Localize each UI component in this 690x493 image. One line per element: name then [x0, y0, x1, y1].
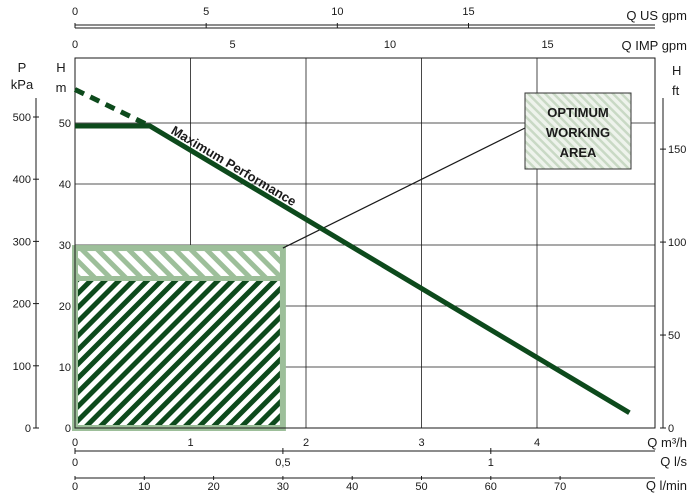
- tick-label-m3h: 4: [534, 437, 540, 449]
- tick-label-kpa: 200: [13, 299, 31, 311]
- tick-label-lmin: 70: [554, 481, 566, 493]
- axis-title-kpa-line-2: kPa: [11, 77, 34, 92]
- tick-label-kpa: 100: [13, 361, 31, 373]
- tick-label-ls: 0: [72, 457, 78, 469]
- tick-label-kpa: 400: [13, 174, 31, 186]
- axis-title-ft-line-2: ft: [672, 83, 680, 98]
- working-area-label-box: OPTIMUM WORKING AREA: [524, 92, 632, 170]
- tick-label-usgpm: 10: [331, 6, 343, 18]
- tick-label-head-m: 30: [59, 240, 71, 252]
- tick-label-lmin: 60: [485, 481, 497, 493]
- axis-title-head-m-line-1: H: [56, 60, 65, 75]
- tick-label-kpa: 0: [25, 423, 31, 435]
- tick-label-ls: 0,5: [275, 457, 290, 469]
- axis-title-usgpm: Q US gpm: [626, 8, 687, 23]
- axis-title-kpa-line-1: P: [18, 60, 27, 75]
- working-area-label-line-3: AREA: [560, 145, 597, 160]
- tick-label-usgpm: 15: [462, 6, 474, 18]
- tick-label-head-m: 50: [59, 118, 71, 130]
- tick-label-lmin: 20: [207, 481, 219, 493]
- tick-label-ft: 100: [668, 237, 686, 249]
- working-area-label-line-1: OPTIMUM: [547, 105, 608, 120]
- axes: [33, 23, 666, 480]
- tick-label-m3h: 3: [418, 437, 424, 449]
- tick-labels: 0 1 2 3 40 0,5 10 10 20 30 40 50 60 700 5 10 150 5 10 15010…: [11, 6, 688, 493]
- tick-label-lmin: 30: [277, 481, 289, 493]
- tick-label-kpa: 500: [13, 112, 31, 124]
- tick-label-m3h: 2: [303, 437, 309, 449]
- tick-label-ls: 1: [488, 457, 494, 469]
- tick-label-ft: 50: [668, 330, 680, 342]
- tick-label-usgpm: 0: [72, 6, 78, 18]
- axis-title-ft-line-1: H: [672, 63, 681, 78]
- axis-title-m3h: Q m³/h: [647, 435, 687, 450]
- tick-label-usgpm: 5: [203, 6, 209, 18]
- series-line-maximum-performance: [75, 123, 631, 415]
- tick-label-lmin: 50: [415, 481, 427, 493]
- working-area-label-line-2: WORKING: [546, 125, 610, 140]
- axis-title-impgpm: Q IMP gpm: [621, 38, 687, 53]
- working-area-light-hatch: [75, 248, 283, 279]
- tick-label-ft: 150: [668, 144, 686, 156]
- axis-title-ls: Q l/s: [660, 454, 687, 469]
- tick-label-impgpm: 5: [229, 39, 235, 51]
- tick-label-impgpm: 10: [384, 39, 396, 51]
- tick-label-m3h: 1: [187, 437, 193, 449]
- tick-label-head-m: 0: [65, 423, 71, 435]
- tick-label-head-m: 10: [59, 362, 71, 374]
- axis-title-head-m-line-2: m: [56, 80, 67, 95]
- optimum-working-area: [72, 245, 286, 431]
- tick-label-impgpm: 0: [72, 39, 78, 51]
- extrapolated-curve-dashed: [73, 87, 152, 129]
- tick-label-ft: 0: [668, 423, 674, 435]
- tick-label-lmin: 40: [346, 481, 358, 493]
- working-area-dark-hatch: [75, 278, 283, 428]
- plot-frame: [74, 57, 656, 429]
- tick-label-head-m: 20: [59, 301, 71, 313]
- tick-label-impgpm: 15: [541, 39, 553, 51]
- tick-label-head-m: 40: [59, 179, 71, 191]
- tick-label-lmin: 0: [72, 481, 78, 493]
- tick-label-kpa: 300: [13, 236, 31, 248]
- tick-label-lmin: 10: [138, 481, 150, 493]
- series-label-maximum-performance: Maximum Performance: [169, 123, 299, 209]
- tick-label-m3h: 0: [72, 437, 78, 449]
- axis-title-lmin: Q l/min: [646, 478, 687, 493]
